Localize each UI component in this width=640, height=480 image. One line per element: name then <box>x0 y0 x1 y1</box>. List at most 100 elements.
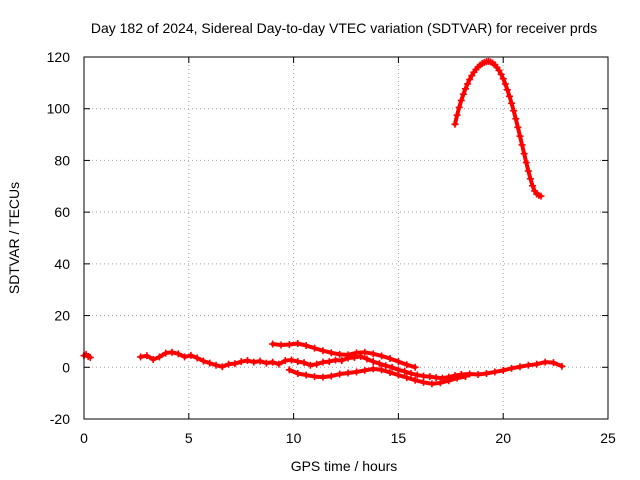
data-point <box>288 356 296 364</box>
data-point <box>512 115 520 123</box>
data-point <box>319 358 327 366</box>
data-point <box>327 349 335 357</box>
data-point <box>306 361 314 369</box>
data-point <box>168 348 176 356</box>
data-point <box>311 344 319 352</box>
data-point <box>231 360 239 368</box>
data-point <box>503 86 511 94</box>
data-point <box>162 349 170 357</box>
grid <box>84 57 608 419</box>
data-point <box>436 379 444 387</box>
data-point <box>428 380 436 388</box>
data-point <box>269 340 277 348</box>
data-point <box>294 339 302 347</box>
data-point <box>461 85 469 93</box>
data-point <box>382 362 390 370</box>
data-point <box>413 371 421 379</box>
data-point <box>311 373 319 381</box>
data-point <box>526 175 534 183</box>
data-point <box>300 359 308 367</box>
data-point <box>243 357 251 365</box>
data-point <box>411 363 419 371</box>
data-point <box>533 360 541 368</box>
y-axis: -20 0 20 40 60 80 100 120 <box>47 49 608 427</box>
data-point <box>369 358 377 366</box>
data-point <box>137 353 145 361</box>
y-tick-label: 100 <box>47 101 71 117</box>
data-point <box>262 359 270 367</box>
data-point <box>313 360 321 368</box>
data-point <box>378 352 386 360</box>
data-point <box>376 360 384 368</box>
data-point <box>432 374 440 382</box>
data-point <box>455 103 463 111</box>
data-point <box>453 111 461 119</box>
data-point <box>86 353 94 361</box>
data-point <box>508 99 516 107</box>
data-point <box>403 361 411 369</box>
data-point <box>225 360 233 368</box>
data-point <box>516 363 524 371</box>
x-tick-label: 25 <box>600 430 616 446</box>
data-point <box>256 357 264 365</box>
y-tick-label: -20 <box>50 411 70 427</box>
data-point <box>212 361 220 369</box>
data-point <box>206 359 214 367</box>
data-point <box>325 358 333 366</box>
data-point <box>516 132 524 140</box>
data-point <box>499 75 507 83</box>
data-point <box>285 366 293 374</box>
data-point <box>529 182 537 190</box>
data-point <box>352 368 360 376</box>
data-point <box>285 341 293 349</box>
data-point <box>466 370 474 378</box>
data-point <box>514 123 522 131</box>
data-point <box>403 374 411 382</box>
data-point <box>518 141 526 149</box>
data-point <box>394 371 402 379</box>
data-point <box>466 75 474 83</box>
data-point <box>149 356 157 364</box>
data-point <box>524 361 532 369</box>
data-point <box>319 373 327 381</box>
data-point <box>155 353 163 361</box>
chart-title: Day 182 of 2024, Sidereal Day-to-day VTE… <box>91 20 597 36</box>
data-point <box>352 349 360 357</box>
data-point <box>491 368 499 376</box>
data-point <box>361 366 369 374</box>
data-point <box>394 358 402 366</box>
data-point <box>181 353 189 361</box>
data-point <box>401 367 409 375</box>
data-point <box>420 378 428 386</box>
data-point <box>457 371 465 379</box>
data-point <box>327 372 335 380</box>
data-point <box>344 351 352 359</box>
data-point <box>420 372 428 380</box>
data-point <box>407 369 415 377</box>
data-point <box>426 373 434 381</box>
x-tick-label: 5 <box>185 430 193 446</box>
data-point <box>269 358 277 366</box>
data-point <box>510 107 518 115</box>
data-point <box>336 350 344 358</box>
data-point <box>474 371 482 379</box>
data-point <box>344 369 352 377</box>
data-point <box>277 341 285 349</box>
data-point <box>386 368 394 376</box>
data-point <box>459 90 467 98</box>
series-layer <box>80 57 566 388</box>
data-point <box>319 347 327 355</box>
data-point <box>497 70 505 78</box>
data-point <box>411 376 419 384</box>
data-point <box>505 92 513 100</box>
data-point <box>508 364 516 372</box>
data-point <box>361 348 369 356</box>
data-point <box>451 120 459 128</box>
y-tick-label: 80 <box>54 152 70 168</box>
data-point <box>281 357 289 365</box>
data-point <box>550 359 558 367</box>
data-point <box>501 80 509 88</box>
data-point <box>464 80 472 88</box>
y-tick-label: 0 <box>62 359 70 375</box>
